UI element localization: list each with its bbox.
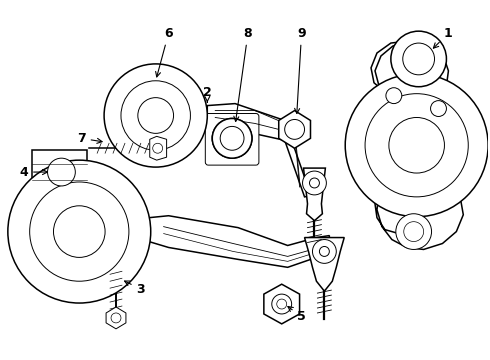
Text: 6: 6 — [156, 27, 173, 77]
Circle shape — [319, 247, 329, 256]
Circle shape — [404, 222, 424, 242]
Circle shape — [104, 64, 207, 167]
Circle shape — [386, 88, 402, 104]
Polygon shape — [106, 307, 126, 329]
Circle shape — [272, 294, 292, 314]
Text: 5: 5 — [288, 306, 306, 323]
Circle shape — [345, 74, 488, 217]
Polygon shape — [207, 104, 315, 197]
Circle shape — [313, 239, 336, 264]
Polygon shape — [369, 41, 464, 249]
Circle shape — [48, 158, 75, 186]
Polygon shape — [303, 168, 325, 221]
Circle shape — [121, 81, 191, 150]
Text: 8: 8 — [234, 27, 252, 121]
Text: 3: 3 — [124, 281, 145, 296]
Circle shape — [220, 126, 244, 150]
Circle shape — [138, 98, 173, 133]
Text: 7: 7 — [77, 132, 102, 145]
Circle shape — [431, 100, 446, 117]
Circle shape — [30, 182, 129, 281]
Circle shape — [285, 120, 305, 139]
Circle shape — [153, 143, 163, 153]
Circle shape — [212, 118, 252, 158]
Polygon shape — [279, 111, 311, 148]
Circle shape — [220, 126, 244, 150]
Polygon shape — [305, 238, 344, 291]
Text: 2: 2 — [203, 86, 212, 102]
Circle shape — [396, 214, 432, 249]
Circle shape — [310, 178, 319, 188]
Circle shape — [212, 118, 252, 158]
FancyBboxPatch shape — [32, 150, 87, 194]
Polygon shape — [150, 136, 167, 160]
Circle shape — [8, 160, 151, 303]
Circle shape — [389, 117, 444, 173]
Circle shape — [53, 206, 105, 257]
Text: 4: 4 — [19, 166, 48, 179]
Text: 1: 1 — [433, 27, 453, 48]
Circle shape — [302, 171, 326, 195]
Circle shape — [277, 299, 287, 309]
Polygon shape — [149, 216, 329, 267]
Polygon shape — [264, 284, 299, 324]
Text: 9: 9 — [294, 27, 306, 113]
Circle shape — [391, 31, 446, 87]
Circle shape — [365, 94, 468, 197]
Circle shape — [111, 313, 121, 323]
FancyBboxPatch shape — [205, 113, 259, 165]
Circle shape — [403, 43, 435, 75]
